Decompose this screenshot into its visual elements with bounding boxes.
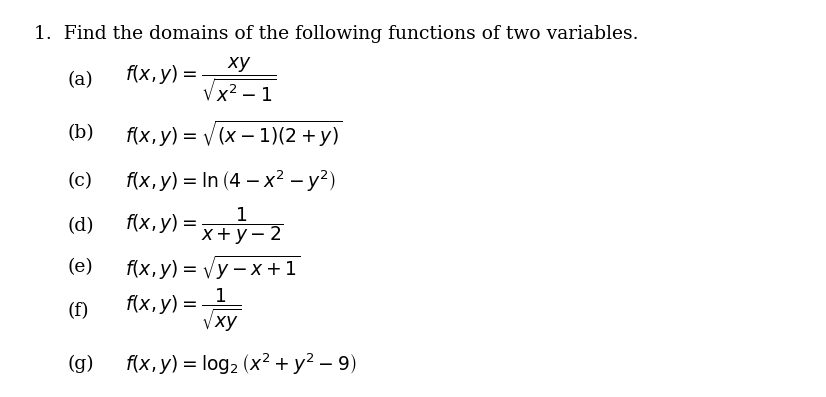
- Text: 1.  Find the domains of the following functions of two variables.: 1. Find the domains of the following fun…: [35, 25, 638, 43]
- Text: (d): (d): [67, 217, 94, 235]
- Text: (b): (b): [67, 124, 94, 143]
- Text: (c): (c): [67, 172, 93, 190]
- Text: (g): (g): [67, 355, 94, 373]
- Text: (f): (f): [67, 302, 89, 320]
- Text: $f(x, y) = \sqrt{y - x + 1}$: $f(x, y) = \sqrt{y - x + 1}$: [125, 253, 301, 281]
- Text: (a): (a): [67, 71, 93, 89]
- Text: $f(x, y) = \dfrac{xy}{\sqrt{x^2-1}}$: $f(x, y) = \dfrac{xy}{\sqrt{x^2-1}}$: [125, 56, 276, 104]
- Text: $f(x, y) = \dfrac{1}{x+y-2}$: $f(x, y) = \dfrac{1}{x+y-2}$: [125, 205, 283, 247]
- Text: $f(x, y) = \dfrac{1}{\sqrt{xy}}$: $f(x, y) = \dfrac{1}{\sqrt{xy}}$: [125, 287, 241, 334]
- Text: $f(x, y) = \ln\left(4 - x^2 - y^2\right)$: $f(x, y) = \ln\left(4 - x^2 - y^2\right)…: [125, 168, 335, 193]
- Text: $f(x, y) = \sqrt{(x-1)(2+y)}$: $f(x, y) = \sqrt{(x-1)(2+y)}$: [125, 118, 343, 148]
- Text: (e): (e): [67, 258, 93, 276]
- Text: $f(x, y) = \log_2\left(x^2 + y^2 - 9\right)$: $f(x, y) = \log_2\left(x^2 + y^2 - 9\rig…: [125, 351, 356, 377]
